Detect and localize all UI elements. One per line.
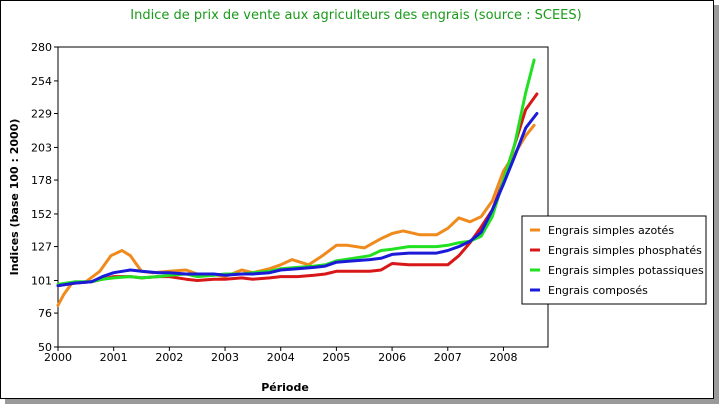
series-line-engrais-composes <box>56 112 539 288</box>
x-tick-label: 2000 <box>44 351 72 364</box>
x-tick-label: 2002 <box>155 351 183 364</box>
chart-title: Indice de prix de vente aux agriculteurs… <box>130 8 582 23</box>
legend-entry-engrais-simples-azotes: Engrais simples azotés <box>548 224 674 237</box>
legend-entry-engrais-simples-potassiques: Engrais simples potassiques <box>548 264 704 277</box>
x-tick-label: 2006 <box>378 351 406 364</box>
y-tick-label: 50 <box>38 341 52 354</box>
legend: Engrais simples azotés Engrais simples ph… <box>521 215 707 305</box>
x-tick-label: 2003 <box>211 351 239 364</box>
y-axis-label: Indices (base 100 : 2000) <box>8 119 21 276</box>
y-tick-label: 152 <box>31 208 52 221</box>
legend-entry-engrais-simples-phosphates: Engrais simples phosphatés <box>548 244 702 257</box>
y-tick-label: 76 <box>38 307 52 320</box>
x-tick-label: 2004 <box>267 351 295 364</box>
x-tick-label: 2005 <box>322 351 350 364</box>
plot-area <box>57 46 549 348</box>
y-tick-label: 254 <box>31 75 52 88</box>
series-line-engrais-simples-azotes <box>56 123 536 307</box>
x-tick-label: 2007 <box>434 351 462 364</box>
legend-entry-engrais-composes: Engrais composés <box>548 284 648 297</box>
y-tick-label: 178 <box>31 174 52 187</box>
x-tick-label: 2008 <box>489 351 517 364</box>
legend-box <box>521 215 707 305</box>
y-tick-label: 229 <box>31 108 52 121</box>
x-axis-label: Période <box>261 381 309 394</box>
y-tick-label: 280 <box>31 41 52 54</box>
y-tick-label: 127 <box>31 241 52 254</box>
x-tick-label: 2001 <box>100 351 128 364</box>
y-tick-label: 203 <box>31 141 52 154</box>
y-tick-label: 101 <box>31 274 52 287</box>
